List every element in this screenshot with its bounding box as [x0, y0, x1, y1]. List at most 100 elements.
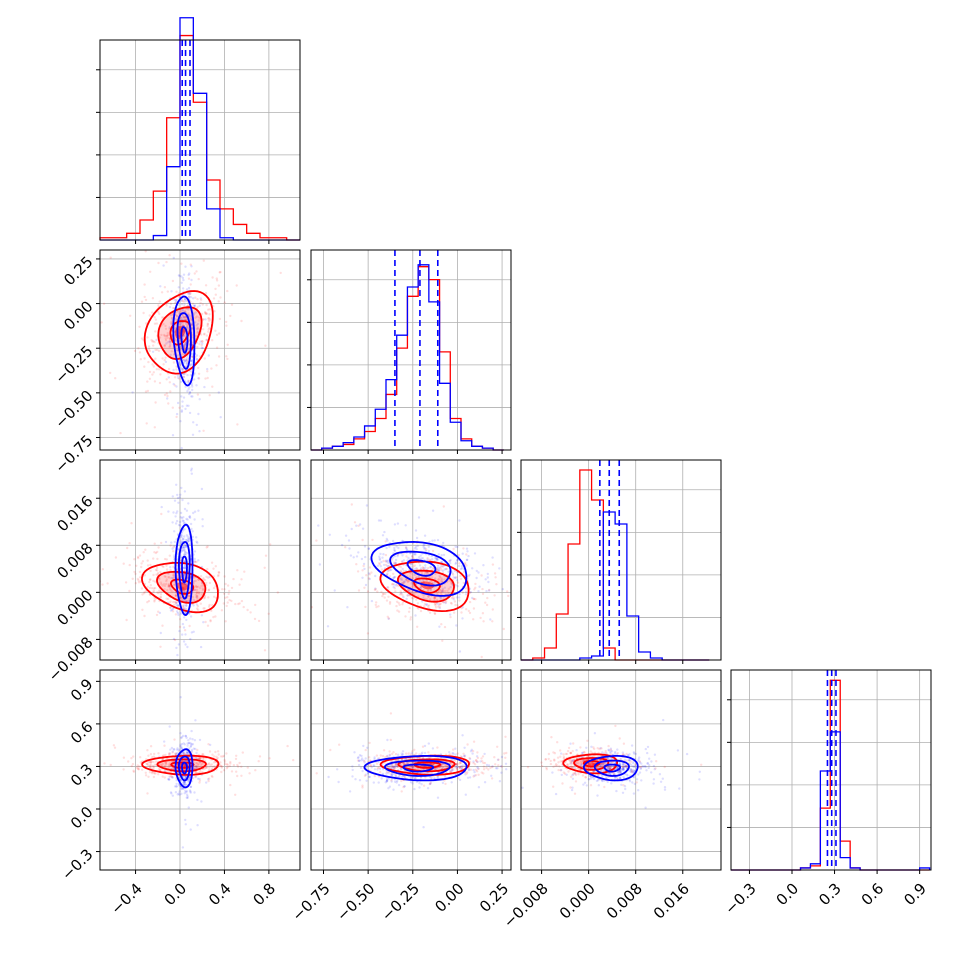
- scatter-point-blue: [182, 278, 185, 282]
- scatter-point-red: [212, 586, 216, 590]
- histogram-red-series: [99, 34, 300, 241]
- scatter-point-red: [140, 337, 144, 340]
- scatter-point-red: [197, 592, 201, 595]
- scatter-point-blue: [376, 564, 380, 567]
- scatter-point-red: [382, 592, 385, 596]
- scatter-point-blue: [189, 637, 192, 641]
- scatter-point-blue: [382, 563, 386, 567]
- scatter-point-blue: [182, 375, 185, 379]
- scatter-point-red: [152, 344, 155, 347]
- scatter-point-blue: [454, 576, 457, 579]
- scatter-point-red: [524, 769, 526, 771]
- scatter-point-red: [173, 638, 177, 642]
- scatter-point-blue: [296, 769, 298, 771]
- scatter-point-red: [171, 279, 175, 283]
- scatter-point-red: [223, 760, 227, 763]
- scatter-point-red: [202, 757, 205, 760]
- scatter-point-blue: [441, 781, 445, 785]
- scatter-point-red: [114, 556, 118, 559]
- scatter-point-blue: [175, 610, 179, 613]
- scatter-point-blue: [219, 416, 222, 419]
- scatter-point-red: [518, 749, 520, 751]
- scatter-point-blue: [433, 767, 437, 771]
- scatter-point-red: [394, 590, 397, 593]
- scatter-point-blue: [385, 537, 388, 541]
- scatter-point-red: [574, 652, 576, 654]
- scatter-point-red: [485, 728, 487, 730]
- scatter-point-blue: [186, 751, 189, 755]
- scatter-point-red: [175, 315, 179, 318]
- scatter-point-red: [151, 764, 155, 768]
- scatter-point-blue: [386, 777, 389, 780]
- scatter-point-blue: [185, 552, 189, 555]
- scatter-point-blue: [437, 553, 440, 556]
- scatter-point-blue: [195, 765, 198, 768]
- scatter-point-red: [207, 589, 210, 592]
- scatter-point-red: [149, 584, 152, 587]
- scatter-point-blue: [182, 519, 185, 523]
- scatter-point-red: [225, 320, 228, 324]
- scatter-point-blue: [200, 487, 204, 491]
- scatter-point-blue: [373, 756, 376, 759]
- scatter-point-blue: [593, 564, 595, 566]
- scatter-point-blue: [542, 753, 544, 755]
- scatter-point-red: [195, 607, 199, 610]
- scatter-point-red: [449, 753, 452, 756]
- scatter-point-red: [211, 339, 214, 342]
- scatter-point-red: [148, 764, 152, 767]
- scatter-point-red: [350, 503, 353, 506]
- scatter-point-blue: [458, 650, 462, 653]
- scatter-point-blue: [203, 385, 206, 389]
- scatter-point-blue: [194, 719, 197, 722]
- scatter-point-red: [206, 324, 209, 328]
- scatter-point-blue: [461, 617, 464, 620]
- scatter-point-blue: [441, 590, 444, 593]
- scatter-point-red: [368, 759, 372, 762]
- scatter-point-red: [198, 757, 202, 760]
- scatter-point-red: [131, 577, 134, 580]
- scatter-point-blue: [461, 606, 464, 609]
- scatter-point-blue: [176, 751, 179, 755]
- scatter-point-red: [384, 553, 388, 557]
- scatter-point-red: [163, 344, 166, 348]
- scatter-point-red: [618, 737, 621, 740]
- scatter-point-blue: [646, 762, 650, 765]
- scatter-point-blue: [179, 778, 182, 782]
- scatter-point-blue: [187, 778, 190, 781]
- panel-body: [103, 696, 295, 849]
- scatter-point-blue: [380, 777, 383, 780]
- scatter-point-blue: [195, 324, 198, 327]
- scatter-point-blue: [182, 373, 186, 376]
- scatter-point-red: [410, 596, 413, 600]
- scatter-point-blue: [171, 576, 174, 579]
- scatter-point-red: [491, 563, 495, 566]
- scatter-point-red: [246, 766, 249, 769]
- scatter-point-red: [207, 777, 211, 780]
- scatter-point-red: [207, 588, 211, 591]
- scatter-point-blue: [420, 783, 423, 786]
- scatter-point-red: [138, 570, 142, 574]
- scatter-point-blue: [551, 771, 554, 774]
- scatter-point-red: [393, 561, 396, 564]
- scatter-point-red: [171, 610, 175, 613]
- scatter-point-red: [567, 746, 571, 750]
- scatter-point-red: [439, 602, 442, 605]
- scatter-point-red: [201, 588, 205, 592]
- scatter-point-red: [175, 290, 178, 293]
- scatter-point-red: [457, 554, 460, 557]
- scatter-point-blue: [653, 768, 656, 771]
- scatter-point-blue: [646, 745, 650, 749]
- scatter-point-blue: [187, 537, 190, 540]
- scatter-point-red: [154, 568, 158, 572]
- scatter-point-red: [394, 767, 397, 770]
- scatter-point-red: [196, 763, 200, 766]
- scatter-point-blue: [596, 794, 599, 797]
- scatter-point-blue: [418, 781, 421, 785]
- scatter-point-blue: [394, 584, 398, 587]
- scatter-point-red: [168, 764, 171, 768]
- scatter-point-red: [411, 577, 414, 580]
- scatter-point-blue: [456, 765, 459, 769]
- scatter-point-red: [504, 756, 507, 759]
- scatter-point-blue: [618, 776, 622, 779]
- scatter-point-blue: [491, 765, 494, 768]
